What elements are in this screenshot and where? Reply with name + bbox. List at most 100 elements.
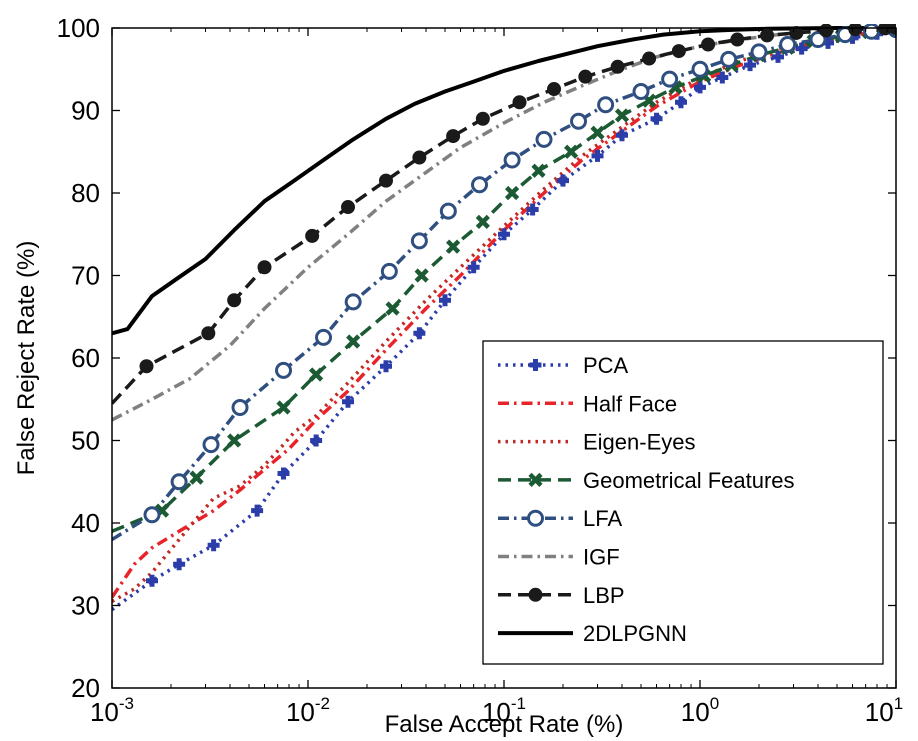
point-lfa: [439, 202, 457, 220]
y-tick-label: 40: [71, 508, 100, 538]
x-tick-label: 10-1: [482, 694, 526, 727]
point-lfa: [471, 176, 489, 194]
point-lfa: [170, 473, 188, 491]
legend-label-igf: IGF: [583, 545, 620, 570]
point-lbp: [730, 32, 745, 47]
point-pca: [771, 50, 784, 63]
point-lfa: [779, 36, 797, 53]
x-axis-title: False Accept Rate (%): [385, 711, 624, 738]
point-geometrical-features: [446, 239, 461, 254]
point-pca: [413, 327, 426, 340]
point-pca: [795, 42, 808, 55]
point-pca: [616, 129, 629, 142]
point-lbp: [578, 69, 593, 84]
series-line-half-face: [112, 28, 896, 599]
point-geometrical-features: [590, 125, 605, 140]
point-lbp: [547, 82, 562, 97]
point-pca: [675, 96, 688, 109]
point-geometrical-features: [414, 268, 429, 283]
point-lfa: [535, 130, 553, 148]
x-tick-label: 100: [681, 694, 719, 727]
point-pca: [526, 203, 539, 216]
point-lbp: [139, 359, 154, 374]
point-pca: [591, 149, 604, 162]
y-tick-label: 60: [71, 343, 100, 373]
point-lfa: [632, 83, 650, 101]
x-tick-label: 10-2: [286, 694, 330, 727]
y-tick-label: 100: [57, 13, 100, 43]
point-lfa: [863, 24, 881, 40]
point-pca: [438, 294, 451, 307]
point-pca: [716, 71, 729, 84]
point-lbp: [610, 59, 625, 74]
point-pca: [467, 261, 480, 274]
legend: PCA Half Face Eigen-Eyes Geometrical Featur…: [482, 340, 884, 665]
point-geometrical-features: [189, 470, 204, 485]
point-lfa: [597, 96, 615, 114]
point-geometrical-features: [227, 433, 242, 448]
point-geometrical-features: [531, 163, 546, 178]
point-lbp: [475, 111, 490, 126]
point-geometrical-features: [309, 367, 324, 382]
x-tick-labels: 10-3 10-2 10-1 100 101: [90, 694, 903, 727]
point-lfa: [410, 232, 428, 250]
y-tick-label: 50: [71, 426, 100, 456]
series-line-igf: [112, 27, 896, 422]
point-pca: [379, 360, 392, 373]
point-lbp: [848, 24, 863, 37]
point-lbp: [642, 51, 657, 66]
point-pca: [173, 558, 186, 571]
point-geometrical-features: [564, 144, 579, 159]
point-lfa: [275, 361, 293, 379]
point-lfa: [380, 262, 398, 280]
point-pca: [744, 59, 757, 72]
point-pca: [694, 81, 706, 94]
point-lfa: [344, 293, 362, 311]
point-pca: [251, 504, 264, 517]
legend-label-lbp: LBP: [583, 583, 625, 608]
series-markers: [139, 24, 896, 587]
y-tick-label: 80: [71, 178, 100, 208]
point-lbp: [227, 293, 242, 308]
point-pca: [557, 174, 570, 187]
point-geometrical-features: [505, 185, 520, 201]
point-lbp: [819, 24, 834, 38]
legend-label-geometrical-features: Geometrical Features: [583, 468, 795, 493]
y-tick-label: 20: [71, 673, 100, 703]
y-tick-label: 90: [71, 96, 100, 126]
point-lbp: [512, 95, 527, 110]
legend-marker-geometrical-features: [528, 472, 543, 487]
legend-box: [482, 340, 884, 665]
legend-marker-lbp: [528, 587, 543, 602]
point-lbp: [378, 173, 393, 188]
point-lbp: [446, 129, 461, 144]
point-geometrical-features: [475, 214, 490, 229]
point-lfa: [503, 151, 521, 169]
point-lfa: [315, 328, 333, 346]
legend-label-lfa: LFA: [583, 506, 622, 531]
y-tick-label: 70: [71, 261, 100, 291]
point-lfa: [661, 70, 679, 88]
point-pca: [207, 539, 220, 552]
point-lbp: [412, 150, 427, 165]
point-lbp: [201, 326, 216, 341]
point-geometrical-features: [614, 108, 630, 123]
point-geometrical-features: [346, 334, 361, 349]
point-lfa: [750, 43, 768, 61]
x-tick-label: 10-3: [90, 694, 134, 727]
legend-marker-pca: [529, 359, 542, 371]
legend-label-pca: PCA: [583, 353, 629, 378]
point-pca: [342, 395, 355, 408]
point-lbp: [701, 37, 716, 52]
point-lbp: [760, 28, 775, 43]
legend-marker-lfa: [527, 509, 544, 527]
point-lbp: [305, 228, 320, 243]
point-pca: [277, 467, 290, 480]
point-pca: [498, 228, 510, 241]
legend-label-eigen-eyes: Eigen-Eyes: [583, 430, 696, 455]
point-lbp: [671, 44, 686, 59]
legend-label-2dlpgnn: 2DLPGNN: [583, 621, 687, 646]
point-geometrical-features: [385, 301, 400, 316]
point-lfa: [570, 112, 588, 130]
